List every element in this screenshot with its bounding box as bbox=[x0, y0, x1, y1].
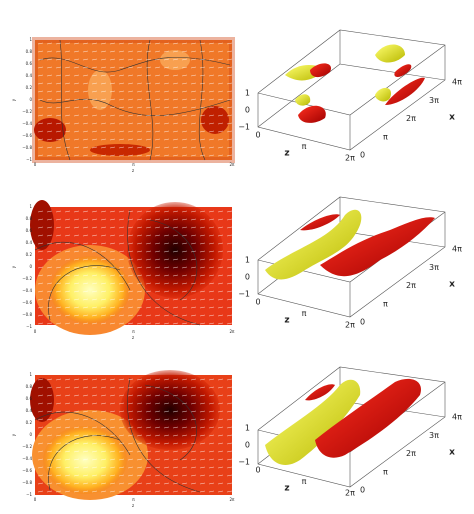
vertical-tick-label: −1 bbox=[238, 123, 250, 132]
y-tick-label: −0.8 bbox=[22, 145, 32, 150]
x-tick-label: 3π bbox=[429, 263, 439, 272]
x-axis-label: z bbox=[132, 503, 134, 508]
y-tick-label: 0.2 bbox=[26, 420, 33, 425]
vertical-tick-label: 1 bbox=[245, 256, 250, 265]
y-tick-label: 0.4 bbox=[26, 73, 33, 78]
x-tick-label: 4π bbox=[452, 413, 462, 422]
y-tick-label: 0.8 bbox=[26, 49, 33, 54]
y-tick-label: −0.4 bbox=[22, 288, 32, 293]
y-tick-label: −0.4 bbox=[22, 121, 32, 126]
vertical-tick-label: 0 bbox=[245, 106, 250, 115]
vertical-tick-label: 0 bbox=[245, 441, 250, 450]
z-tick-label: π bbox=[302, 477, 307, 486]
y-tick-label: −0.4 bbox=[22, 456, 32, 461]
y-tick-label: −0.6 bbox=[22, 300, 32, 305]
x-tick-label: 0 bbox=[360, 318, 365, 327]
y-tick-label: −1 bbox=[26, 492, 32, 497]
x-axis-label: z bbox=[132, 335, 134, 340]
y-tick-label: 0.4 bbox=[26, 240, 33, 245]
vertical-tick-label: 1 bbox=[245, 424, 250, 433]
z-tick-label: π bbox=[302, 142, 307, 151]
x-tick-label: 2π bbox=[230, 162, 236, 167]
contour-plot bbox=[30, 200, 232, 335]
y-tick-label: −0.8 bbox=[22, 312, 32, 317]
y-tick-label: 0.6 bbox=[26, 396, 33, 401]
y-tick-label: 1 bbox=[29, 204, 32, 209]
x-tick-label: 3π bbox=[429, 96, 439, 105]
contour-plot bbox=[30, 370, 232, 500]
y-axis-label: y bbox=[11, 433, 16, 436]
vertical-tick-label: −1 bbox=[238, 458, 250, 467]
x-tick-label: 2π bbox=[406, 449, 416, 458]
vertical-tick-label: −1 bbox=[238, 290, 250, 299]
x-tick-label: 0 bbox=[360, 486, 365, 495]
x-tick-label: 0 bbox=[34, 497, 37, 502]
y-tick-label: 1 bbox=[29, 37, 32, 42]
y-tick-label: −0.2 bbox=[22, 109, 32, 114]
z-tick-label: 0 bbox=[255, 131, 260, 140]
y-tick-label: −0.2 bbox=[22, 444, 32, 449]
vertical-tick-label: 0 bbox=[245, 273, 250, 282]
y-tick-label: 0.6 bbox=[26, 228, 33, 233]
z-axis-label: z bbox=[284, 149, 289, 159]
y-tick-label: 0 bbox=[29, 264, 32, 269]
x-tick-label: π bbox=[132, 329, 135, 334]
y-tick-label: 0.6 bbox=[26, 61, 33, 66]
x-tick-label: π bbox=[383, 467, 388, 476]
y-tick-label: −1 bbox=[26, 324, 32, 329]
y-tick-label: 0.2 bbox=[26, 85, 33, 90]
surface-plot bbox=[257, 196, 446, 318]
x-axis-label: z bbox=[132, 168, 134, 173]
z-tick-label: 0 bbox=[255, 466, 260, 475]
x-tick-label: π bbox=[383, 132, 388, 141]
x-tick-label: 2π bbox=[230, 497, 236, 502]
y-tick-label: 0 bbox=[29, 432, 32, 437]
z-tick-label: 0 bbox=[255, 298, 260, 307]
y-axis-label: y bbox=[11, 265, 16, 268]
x-tick-label: 4π bbox=[452, 78, 462, 87]
x-tick-label: 0 bbox=[34, 162, 37, 167]
y-tick-label: −1 bbox=[26, 157, 32, 162]
x-axis-label: x bbox=[449, 280, 455, 290]
z-tick-label: π bbox=[302, 309, 307, 318]
y-axis-label: y bbox=[11, 98, 16, 101]
x-tick-label: π bbox=[383, 299, 388, 308]
y-tick-label: −0.8 bbox=[22, 480, 32, 485]
y-tick-label: 0.8 bbox=[26, 216, 33, 221]
x-tick-label: 2π bbox=[406, 114, 416, 123]
y-tick-label: 0 bbox=[29, 97, 32, 102]
y-tick-label: −0.6 bbox=[22, 133, 32, 138]
x-tick-label: 0 bbox=[360, 151, 365, 160]
y-tick-label: 0.8 bbox=[26, 384, 33, 389]
x-tick-label: π bbox=[132, 162, 135, 167]
vertical-tick-label: 1 bbox=[245, 89, 250, 98]
surface-plot bbox=[257, 29, 446, 151]
z-tick-label: 2π bbox=[345, 154, 355, 163]
z-tick-label: 2π bbox=[345, 489, 355, 498]
y-tick-label: 0.2 bbox=[26, 252, 33, 257]
y-tick-label: −0.6 bbox=[22, 468, 32, 473]
surface-plot bbox=[257, 366, 446, 488]
x-tick-label: 0 bbox=[34, 329, 37, 334]
x-axis-label: x bbox=[449, 113, 455, 123]
x-tick-label: 2π bbox=[230, 329, 236, 334]
y-tick-label: −0.2 bbox=[22, 276, 32, 281]
z-axis-label: z bbox=[284, 484, 289, 494]
z-axis-label: z bbox=[284, 316, 289, 326]
x-tick-label: 3π bbox=[429, 431, 439, 440]
x-tick-label: π bbox=[132, 497, 135, 502]
x-axis-label: x bbox=[449, 448, 455, 458]
y-tick-label: 1 bbox=[29, 372, 32, 377]
y-tick-label: 0.4 bbox=[26, 408, 33, 413]
z-tick-label: 2π bbox=[345, 321, 355, 330]
x-tick-label: 4π bbox=[452, 245, 462, 254]
contour-plot bbox=[32, 37, 235, 163]
x-tick-label: 2π bbox=[406, 281, 416, 290]
